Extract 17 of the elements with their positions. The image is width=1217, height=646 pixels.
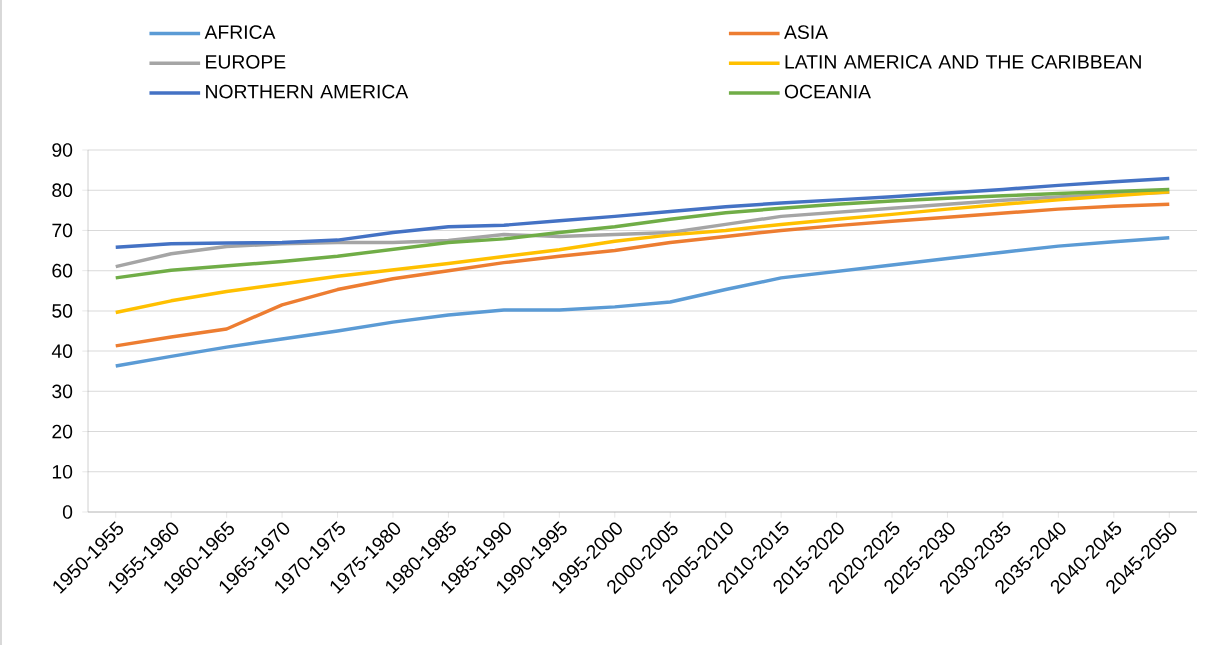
y-tick-label: 0 [62,505,73,519]
line-series [113,176,1172,250]
y-tick-label: 30 [52,384,73,399]
legend-label: ASIA [784,25,829,39]
y-tick-label: 40 [51,344,73,358]
y-tick-label: 20 [52,424,73,439]
y-tick-label: 90 [52,143,73,157]
y-tick-label: 10 [52,464,73,479]
legend-label: AFRICA [204,25,276,39]
legend-label: EUROPE [206,55,286,69]
legend-label: OCEANIA [784,84,871,99]
y-tick-label: 80 [52,183,73,198]
y-tick-label: 60 [52,263,73,278]
y-tick-label: 70 [52,223,73,238]
legend-label: NORTHERN AMERICA [206,84,409,99]
y-tick-label: 50 [52,304,73,318]
legend-label: LATIN AMERICA AND THE CARIBBEAN [785,55,1141,69]
